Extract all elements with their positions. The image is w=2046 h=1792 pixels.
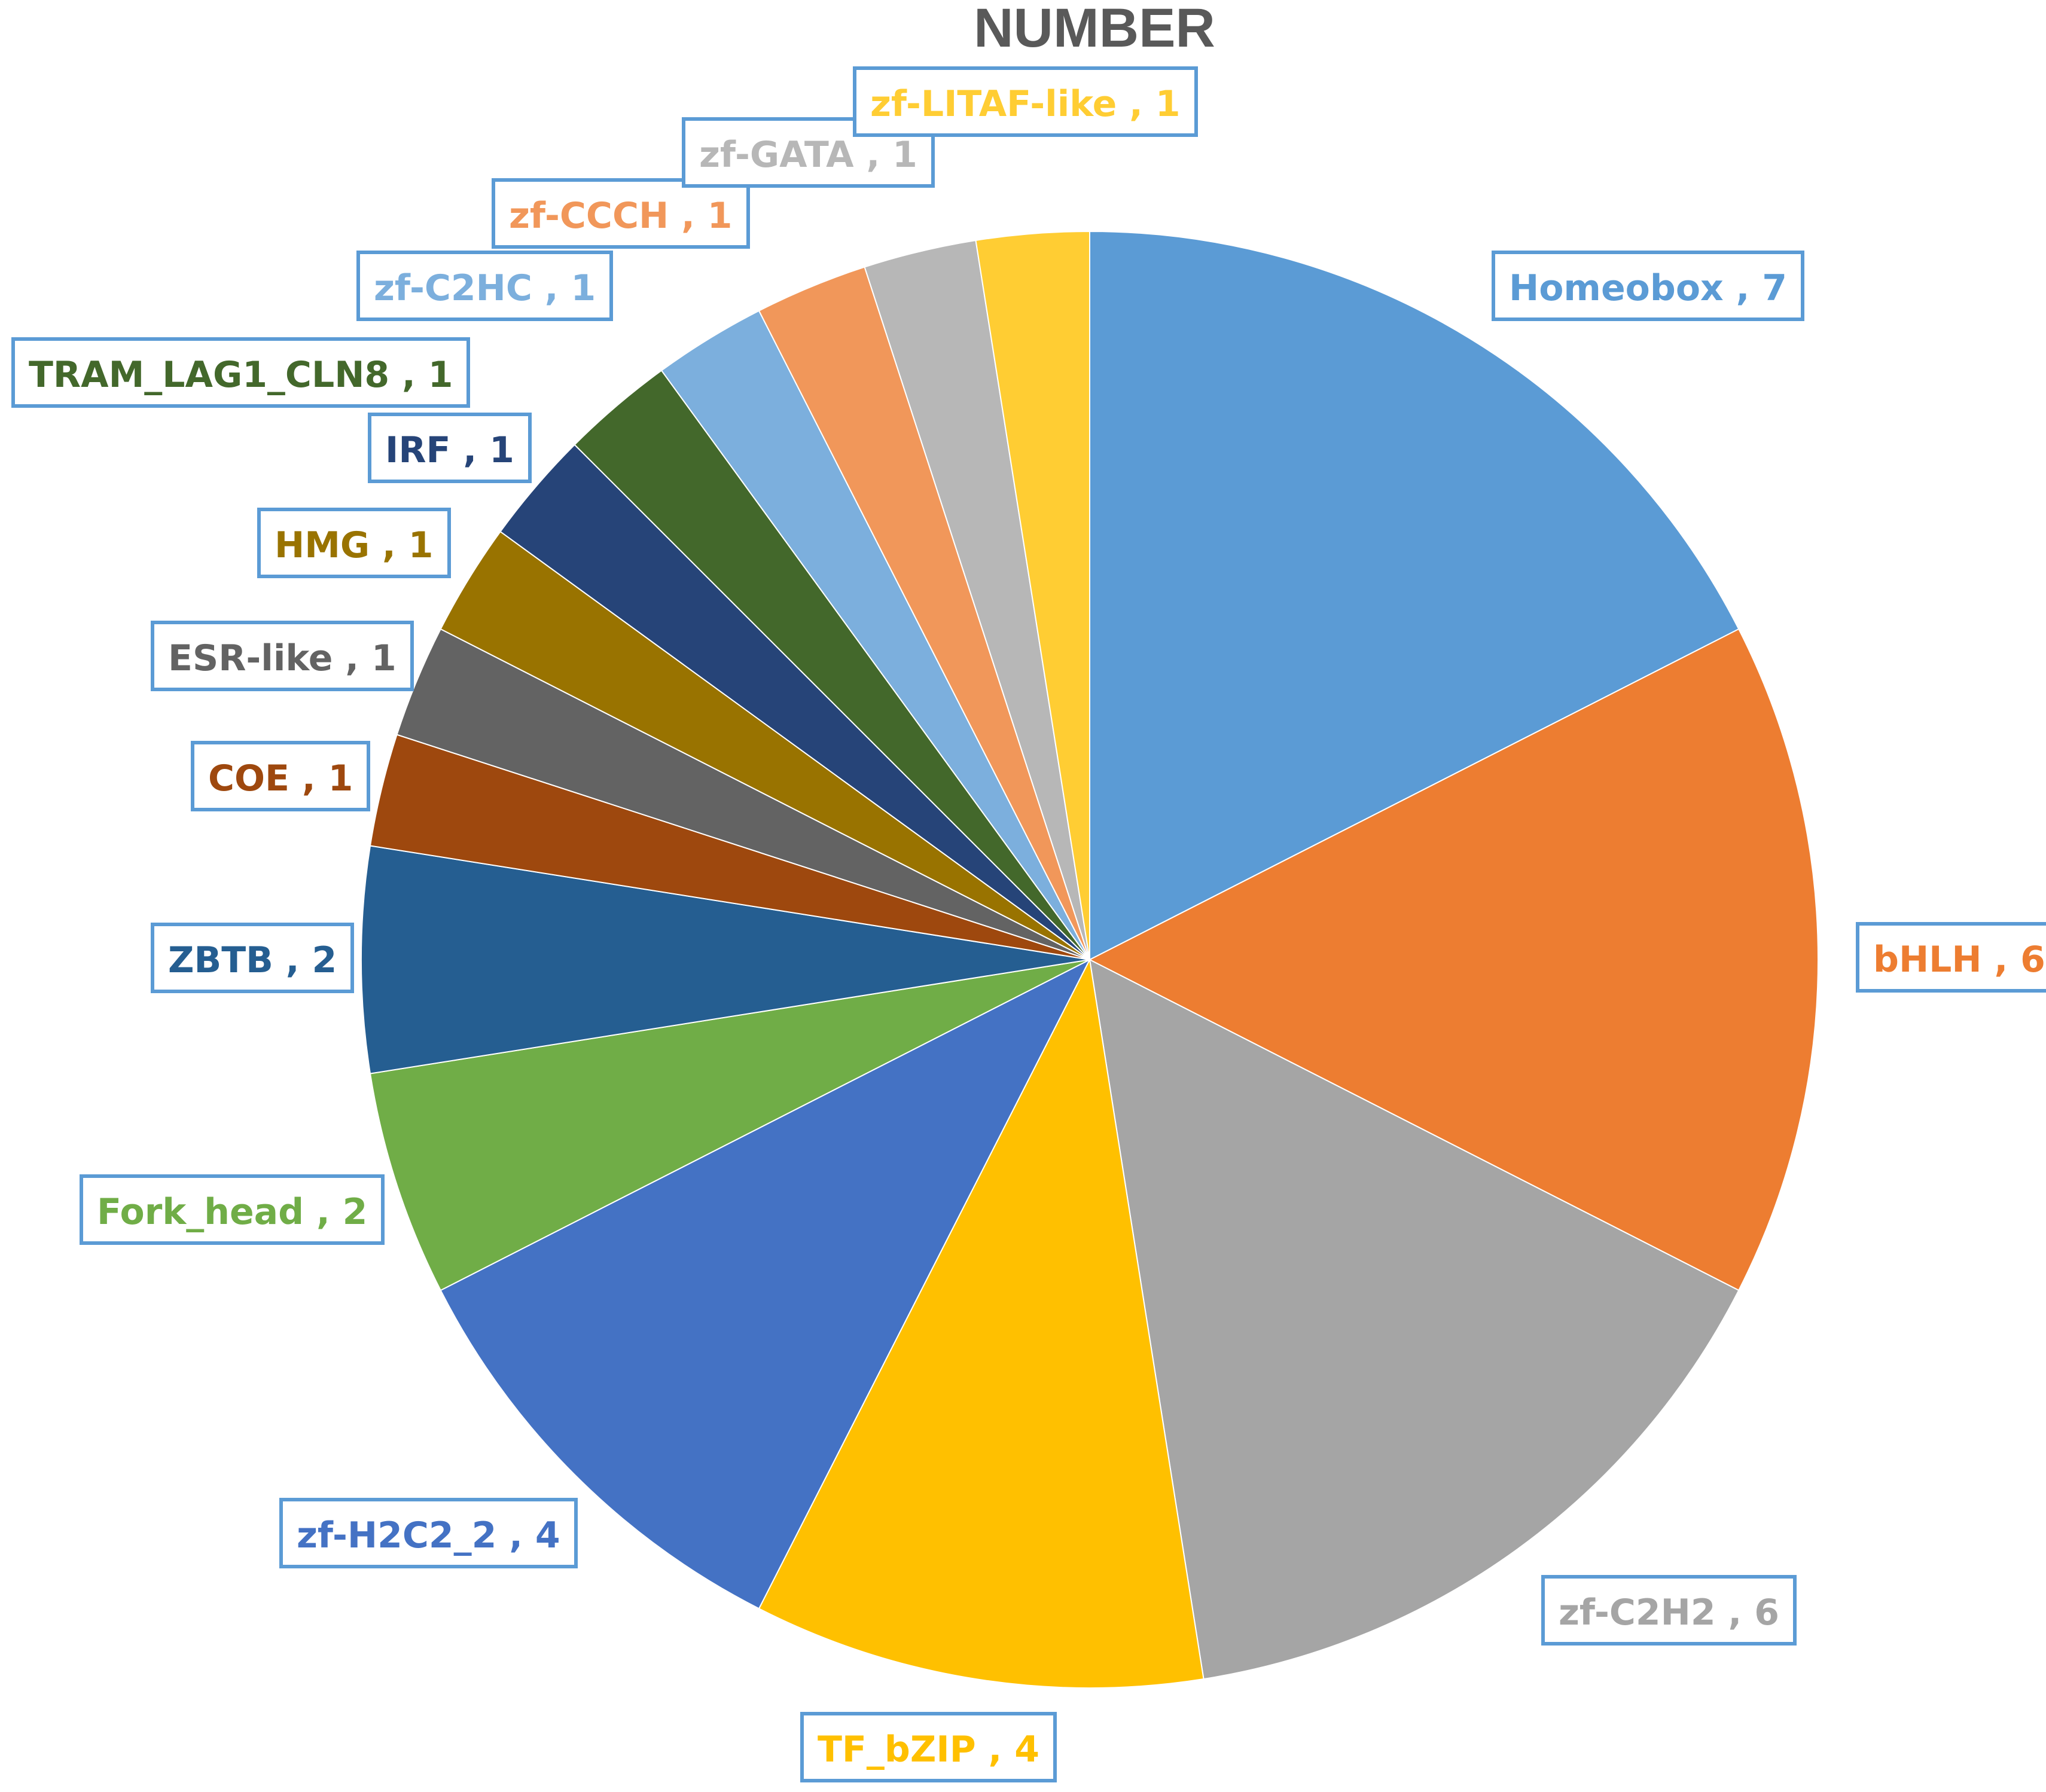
data-label-zbtb: ZBTB , 2 xyxy=(151,923,354,993)
data-label-zf-c2h2: zf-C2H2 , 6 xyxy=(1541,1575,1797,1646)
data-label-text: ESR-like , 1 xyxy=(168,637,397,679)
pie-slices xyxy=(361,230,1819,1689)
pie-slice-zf-litaf-like xyxy=(975,230,1090,960)
data-label-box xyxy=(356,251,613,321)
data-label-box xyxy=(151,923,354,993)
data-label-box xyxy=(1541,1575,1797,1646)
pie-slice-fork-head xyxy=(369,959,1090,1292)
data-label-text: zf-LITAF-like , 1 xyxy=(870,83,1181,125)
pie-slice-tf-bzip xyxy=(758,957,1205,1689)
pie-slice-zf-h2c2-2 xyxy=(440,958,1091,1610)
pie-labels: Homeobox , 7 bHLH , 6 zf-C2H2 , 6 TF_bZIP ,… xyxy=(11,66,2046,1782)
pie-slice-zbtb xyxy=(361,845,1090,1074)
data-label-zf-ccch: zf-CCCH , 1 xyxy=(492,178,750,249)
data-label-box xyxy=(1492,251,1804,321)
data-label-esr-like: ESR-like , 1 xyxy=(151,621,414,691)
data-label-irf: IRF , 1 xyxy=(368,413,532,483)
data-label-box xyxy=(800,1712,1057,1782)
pie-slice-zf-c2h2 xyxy=(1088,958,1740,1680)
data-label-text: bHLH , 6 xyxy=(1873,939,2045,981)
data-label-text: COE , 1 xyxy=(208,758,353,799)
data-label-box xyxy=(368,413,532,483)
data-label-box xyxy=(257,508,451,578)
data-label-box xyxy=(151,621,414,691)
data-label-text: TRAM_LAG1_CLN8 , 1 xyxy=(29,354,453,396)
chart-title: NUMBER xyxy=(974,0,1215,59)
data-label-text: HMG , 1 xyxy=(275,524,434,566)
data-label-text: ZBTB , 2 xyxy=(168,939,337,981)
data-label-tf-bzip: TF_bZIP , 4 xyxy=(800,1712,1057,1782)
data-label-box xyxy=(853,66,1198,137)
data-label-zf-litaf-like: zf-LITAF-like , 1 xyxy=(853,66,1198,137)
data-label-text: zf-C2HC , 1 xyxy=(374,267,596,309)
data-label-fork-head: Fork_head , 2 xyxy=(80,1174,385,1245)
data-label-box xyxy=(11,337,470,408)
data-label-box xyxy=(1856,922,2046,993)
data-label-box xyxy=(492,178,750,249)
pie-slice-bhlh xyxy=(1088,628,1819,1292)
data-label-box xyxy=(80,1174,385,1245)
data-label-text: IRF , 1 xyxy=(385,429,514,471)
data-label-text: TF_bZIP , 4 xyxy=(818,1729,1039,1770)
data-label-text: zf-CCCH , 1 xyxy=(509,195,733,237)
data-label-zf-c2hc: zf-C2HC , 1 xyxy=(356,251,613,321)
pie-slice-homeobox xyxy=(1089,230,1740,961)
data-label-box xyxy=(279,1498,578,1568)
data-label-tram-lag1-cln8: TRAM_LAG1_CLN8 , 1 xyxy=(11,337,470,408)
data-label-text: zf-GATA , 1 xyxy=(699,134,917,176)
data-label-hmg: HMG , 1 xyxy=(257,508,451,578)
data-label-box xyxy=(191,741,370,811)
data-label-text: Homeobox , 7 xyxy=(1509,267,1787,309)
data-label-text: Fork_head , 2 xyxy=(97,1191,367,1233)
data-label-bhlh: bHLH , 6 xyxy=(1856,922,2046,993)
data-label-zf-h2c2-2: zf-H2C2_2 , 4 xyxy=(279,1498,578,1568)
data-label-coe: COE , 1 xyxy=(191,741,370,811)
data-label-homeobox: Homeobox , 7 xyxy=(1492,251,1804,321)
data-label-text: zf-H2C2_2 , 4 xyxy=(297,1515,560,1556)
data-label-text: zf-C2H2 , 6 xyxy=(1559,1592,1779,1634)
